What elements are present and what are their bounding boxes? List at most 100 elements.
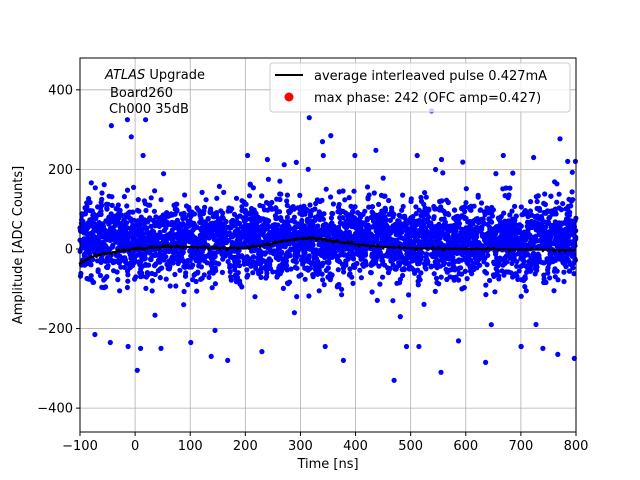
data-point — [197, 211, 203, 218]
data-point-outlier — [188, 339, 194, 346]
average-pulse-sample — [372, 244, 376, 247]
average-pulse-sample — [255, 245, 258, 248]
data-point — [91, 246, 97, 252]
average-pulse-sample — [218, 247, 221, 251]
data-point — [525, 213, 531, 220]
data-point — [309, 228, 315, 234]
data-point — [417, 239, 423, 245]
data-point — [208, 260, 214, 266]
data-point — [100, 226, 106, 232]
data-point — [428, 263, 434, 269]
data-point — [324, 251, 331, 257]
data-point — [530, 250, 537, 256]
x-tick-label: 100 — [178, 439, 203, 454]
data-point — [229, 234, 235, 240]
data-point — [343, 262, 349, 268]
data-point-outlier — [565, 158, 571, 164]
data-point — [316, 210, 323, 216]
data-point — [300, 261, 306, 267]
average-pulse-sample — [387, 245, 390, 249]
data-point — [337, 209, 343, 216]
data-point — [423, 194, 429, 200]
y-tick-label: 0 — [65, 242, 73, 257]
data-point — [336, 189, 342, 195]
data-point — [113, 206, 119, 212]
average-pulse-sample — [113, 251, 117, 254]
data-point — [280, 285, 286, 291]
data-point — [98, 259, 104, 265]
data-point — [215, 232, 221, 238]
data-point — [140, 231, 147, 237]
data-point — [81, 225, 87, 231]
data-point — [127, 234, 133, 240]
data-point — [439, 207, 445, 213]
data-point — [446, 223, 452, 229]
data-point — [478, 207, 484, 213]
data-point — [337, 215, 343, 221]
data-point — [492, 289, 498, 295]
average-pulse-sample — [503, 247, 506, 251]
data-point — [139, 226, 146, 232]
data-point — [445, 211, 451, 217]
average-pulse-sample — [203, 245, 207, 248]
data-point — [259, 193, 265, 199]
data-point — [109, 194, 115, 200]
data-point — [149, 278, 155, 284]
data-point — [145, 202, 151, 208]
average-pulse-sample — [464, 246, 468, 250]
data-point — [223, 219, 229, 225]
data-point — [145, 237, 151, 243]
data-point — [415, 282, 421, 288]
data-point — [397, 213, 403, 219]
data-point — [186, 264, 192, 270]
data-point — [155, 252, 161, 258]
data-point — [499, 225, 505, 231]
data-point — [137, 262, 143, 268]
data-point-outlier — [259, 349, 265, 355]
average-pulse-sample — [369, 245, 372, 249]
x-tick-label: 0 — [131, 439, 139, 454]
data-point — [150, 252, 156, 258]
data-point — [284, 192, 290, 198]
data-point — [168, 222, 174, 228]
data-point — [434, 265, 440, 271]
data-point — [381, 193, 387, 199]
data-point — [219, 214, 225, 220]
data-point — [152, 188, 158, 194]
data-point — [157, 215, 163, 221]
data-point — [368, 269, 374, 276]
data-point — [516, 268, 522, 274]
data-point — [180, 216, 186, 222]
data-point — [555, 277, 561, 283]
data-point — [312, 263, 318, 269]
data-point — [383, 217, 389, 223]
average-pulse-sample — [188, 245, 192, 249]
data-point — [239, 204, 245, 210]
average-pulse-sample — [177, 245, 181, 249]
data-point — [252, 262, 259, 268]
data-point — [88, 273, 94, 279]
data-point — [554, 243, 560, 249]
average-pulse-sample — [147, 246, 151, 249]
data-point — [495, 240, 501, 246]
data-point — [562, 260, 568, 266]
data-point — [232, 258, 238, 264]
data-point — [533, 221, 539, 227]
data-point — [551, 288, 557, 294]
average-line-series — [78, 236, 577, 265]
data-point — [554, 181, 560, 187]
data-point — [214, 195, 220, 201]
average-pulse-sample — [236, 247, 240, 251]
data-point — [535, 238, 541, 244]
data-point — [364, 184, 371, 190]
data-point — [207, 208, 213, 214]
data-point — [367, 234, 373, 240]
data-point — [161, 257, 167, 263]
average-pulse-sample — [93, 253, 96, 256]
average-pulse-sample — [247, 247, 251, 250]
data-point — [274, 227, 280, 233]
data-point — [547, 258, 553, 264]
data-point — [278, 251, 284, 257]
data-point — [413, 211, 419, 217]
data-point — [82, 211, 88, 217]
